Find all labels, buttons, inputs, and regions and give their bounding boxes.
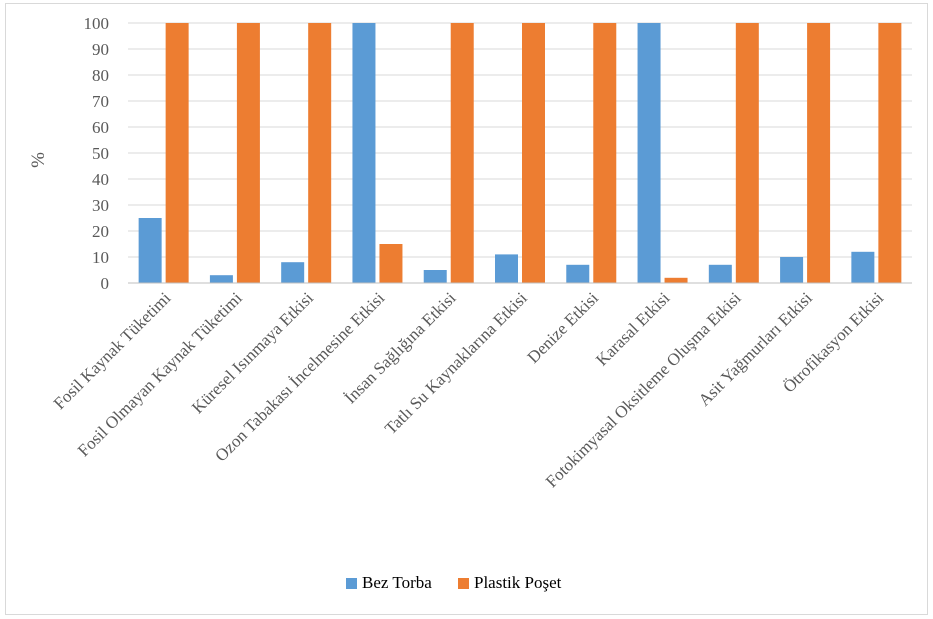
legend-label: Plastik Poşet xyxy=(474,573,562,592)
y-tick-label: 60 xyxy=(92,118,109,137)
bar-plastik-poset xyxy=(450,23,474,283)
bar-bez-torba xyxy=(423,270,447,283)
bar-plastik-poset xyxy=(807,23,831,283)
y-tick-label: 70 xyxy=(92,92,109,111)
legend-swatch xyxy=(346,578,357,589)
y-tick-label: 100 xyxy=(84,14,110,33)
legend: Bez Torba Plastik Poşet xyxy=(346,573,562,592)
y-tick-label: 20 xyxy=(92,222,109,241)
bar-bez-torba xyxy=(209,275,233,283)
bar-bez-torba xyxy=(352,23,376,283)
y-tick-label: 10 xyxy=(92,248,109,267)
bar-bez-torba xyxy=(780,257,804,283)
x-tick-label: Fosil Kaynak Tüketimi xyxy=(50,288,175,413)
bar-plastik-poset xyxy=(308,23,332,283)
bar-plastik-poset xyxy=(379,244,403,283)
y-tick-label: 0 xyxy=(101,274,110,293)
x-tick-label: Denize Etkisi xyxy=(524,288,603,367)
y-tick-label: 30 xyxy=(92,196,109,215)
bar-bez-torba xyxy=(566,264,590,283)
bar-bez-torba xyxy=(138,218,162,283)
bar-plastik-poset xyxy=(593,23,617,283)
y-tick-label: 90 xyxy=(92,40,109,59)
bar-plastik-poset xyxy=(165,23,189,283)
bars xyxy=(138,23,902,283)
bar-bez-torba xyxy=(851,251,875,283)
bar-bez-torba xyxy=(708,264,732,283)
bar-bez-torba xyxy=(637,23,661,283)
legend-label: Bez Torba xyxy=(362,573,432,592)
bar-plastik-poset xyxy=(878,23,902,283)
bar-plastik-poset xyxy=(664,277,688,283)
x-tick-label: Tatlı Su Kaynaklarına Etkisi xyxy=(381,288,531,438)
bar-bez-torba xyxy=(495,254,518,283)
legend-swatch xyxy=(458,578,469,589)
y-axis-title: % xyxy=(28,152,49,168)
bar-plastik-poset xyxy=(735,23,759,283)
x-tick-label: Küresel Isınmaya Etkisi xyxy=(188,288,317,417)
bar-bez-torba xyxy=(281,262,305,283)
y-tick-label: 40 xyxy=(92,170,109,189)
y-tick-label: 80 xyxy=(92,66,109,85)
bar-plastik-poset xyxy=(522,23,545,283)
y-tick-label: 50 xyxy=(92,144,109,163)
bar-plastik-poset xyxy=(236,23,260,283)
